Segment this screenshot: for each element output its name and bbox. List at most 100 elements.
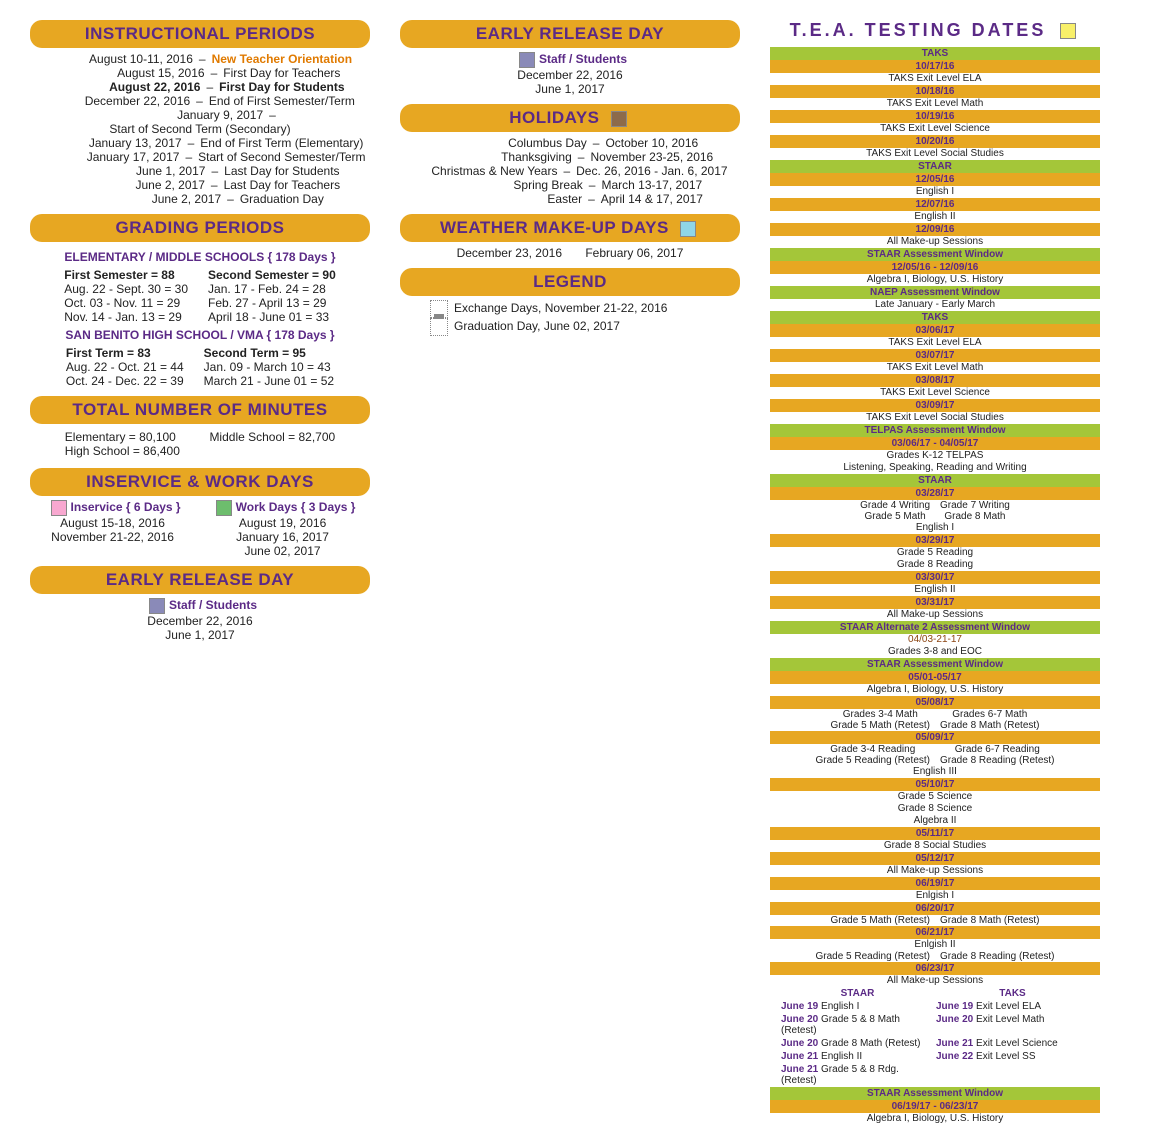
tea-detail: TAKS Exit Level ELA xyxy=(770,73,1100,85)
tea-detail: Grade 8 Reading xyxy=(770,559,1100,571)
tea-detail: English I xyxy=(770,186,1100,198)
tea-bar: STAAR Assessment Window xyxy=(770,658,1100,671)
tea-bottom-row: June 19 English IJune 19 Exit Level ELA xyxy=(780,1000,1090,1013)
instructional-row: January 17, 2017–Start of Second Semeste… xyxy=(30,150,370,164)
tea-bar: 10/19/16 xyxy=(770,110,1100,123)
inservice-block: Inservice { 6 Days } August 15-18, 2016 … xyxy=(30,500,370,558)
early-release-header-mid: EARLY RELEASE DAY xyxy=(400,20,740,48)
tea-detail: Late January - Early March xyxy=(770,299,1100,311)
legend-header: LEGEND xyxy=(400,268,740,296)
tea-bar: 03/07/17 xyxy=(770,349,1100,362)
tea-bar: 06/19/17 xyxy=(770,877,1100,890)
right-column: T.E.A. TESTING DATES TAKS10/17/16TAKS Ex… xyxy=(770,20,1100,1125)
tea-bottom-row: June 20 Grade 8 Math (Retest)June 21 Exi… xyxy=(780,1037,1090,1050)
tea-detail: Algebra I, Biology, U.S. History xyxy=(770,684,1100,696)
tea-bottom: STAAR TAKS June 19 English IJune 19 Exit… xyxy=(770,987,1100,1087)
tea-detail: Grade 8 Social Studies xyxy=(770,840,1100,852)
tea-detail: Grade 5 Reading xyxy=(770,547,1100,559)
grading-header: GRADING PERIODS xyxy=(30,214,370,242)
tea-bar: 03/06/17 xyxy=(770,324,1100,337)
tea-bar: 03/29/17 xyxy=(770,534,1100,547)
tea-detail: TAKS Exit Level Math xyxy=(770,98,1100,110)
tea-twocol: Grade 4 WritingGrade 5 MathGrade 7 Writi… xyxy=(770,500,1100,522)
tea-detail: TAKS Exit Level Social Studies xyxy=(770,148,1100,160)
tea-bar: STAAR xyxy=(770,160,1100,173)
instructional-row: December 22, 2016–End of First Semester/… xyxy=(30,94,370,108)
weather-swatch xyxy=(680,221,696,237)
holiday-row: Spring Break–March 13-17, 2017 xyxy=(400,178,740,192)
tea-detail: Algebra I, Biology, U.S. History xyxy=(770,274,1100,286)
tea-bar: 10/20/16 xyxy=(770,135,1100,148)
tea-bottom-row: June 21 Grade 5 & 8 Rdg. (Retest) xyxy=(780,1063,1090,1087)
holiday-swatch xyxy=(611,111,627,127)
tea-detail: Algebra II xyxy=(770,815,1100,827)
tea-detail: English I xyxy=(770,522,1100,534)
tea-detail: Enlgish I xyxy=(770,890,1100,902)
workday-swatch xyxy=(216,500,232,516)
tea-detail: Listening, Speaking, Reading and Writing xyxy=(770,462,1100,474)
tea-bar: TELPAS Assessment Window xyxy=(770,424,1100,437)
tea-bar: TAKS xyxy=(770,47,1100,60)
tea-bar: STAAR xyxy=(770,474,1100,487)
grading-elem-head: ELEMENTARY / MIDDLE SCHOOLS { 178 Days } xyxy=(30,246,370,268)
holidays-header: HOLIDAYS xyxy=(400,104,740,132)
tea-detail: Grades 3-8 and EOC xyxy=(770,646,1100,658)
tea-twocol: Grade 5 Reading (Retest)Grade 8 Reading … xyxy=(770,951,1100,962)
tea-list: TAKS10/17/16TAKS Exit Level ELA10/18/16T… xyxy=(770,47,1100,987)
weather-header: WEATHER MAKE-UP DAYS xyxy=(400,214,740,242)
tea-swatch xyxy=(1060,23,1076,39)
tea-bar: 05/11/17 xyxy=(770,827,1100,840)
instructional-row: August 10-11, 2016–New Teacher Orientati… xyxy=(30,52,370,66)
grading-elem-block: First Semester = 88 Aug. 22 - Sept. 30 =… xyxy=(30,268,370,324)
tea-bottom-row: June 21 English IIJune 22 Exit Level SS xyxy=(780,1050,1090,1063)
tea-bottom-row: June 20 Grade 5 & 8 Math (Retest)June 20… xyxy=(780,1013,1090,1037)
tea-bar: 05/09/17 xyxy=(770,731,1100,744)
tea-bar: 05/01-05/17 xyxy=(770,671,1100,684)
instructional-row: June 2, 2017–Graduation Day xyxy=(30,192,370,206)
instructional-row: June 2, 2017–Last Day for Teachers xyxy=(30,178,370,192)
tea-bar: 03/30/17 xyxy=(770,571,1100,584)
tea-detail: Enlgish II xyxy=(770,939,1100,951)
tea-bar: 06/21/17 xyxy=(770,926,1100,939)
minutes-header: TOTAL NUMBER OF MINUTES xyxy=(30,396,370,424)
left-column: INSTRUCTIONAL PERIODS August 10-11, 2016… xyxy=(30,20,370,1125)
tea-detail: TAKS Exit Level Science xyxy=(770,123,1100,135)
tea-detail: TAKS Exit Level Science xyxy=(770,387,1100,399)
tea-bar: 03/06/17 - 04/05/17 xyxy=(770,437,1100,450)
tea-twocol: Grades 3-4 MathGrade 5 Math (Retest)Grad… xyxy=(770,709,1100,731)
instructional-header: INSTRUCTIONAL PERIODS xyxy=(30,20,370,48)
grading-hs-head: SAN BENITO HIGH SCHOOL / VMA { 178 Days … xyxy=(30,324,370,346)
instructional-list: August 10-11, 2016–New Teacher Orientati… xyxy=(30,52,370,206)
tea-bar: 05/12/17 xyxy=(770,852,1100,865)
grading-hs-block: First Term = 83 Aug. 22 - Oct. 21 = 44 O… xyxy=(30,346,370,388)
tea-detail: All Make-up Sessions xyxy=(770,865,1100,877)
holiday-row: Christmas & New Years–Dec. 26, 2016 - Ja… xyxy=(400,164,740,178)
tea-detail: TAKS Exit Level Math xyxy=(770,362,1100,374)
tea-detail: English II xyxy=(770,584,1100,596)
instructional-row: January 13, 2017–End of First Term (Elem… xyxy=(30,136,370,150)
holiday-row: Columbus Day–October 10, 2016 xyxy=(400,136,740,150)
instructional-row: August 22, 2016–First Day for Students xyxy=(30,80,370,94)
staff-swatch xyxy=(149,598,165,614)
holiday-row: Easter–April 14 & 17, 2017 xyxy=(400,192,740,206)
tea-bar: 12/07/16 xyxy=(770,198,1100,211)
tea-bar: 05/10/17 xyxy=(770,778,1100,791)
tea-detail: English III xyxy=(770,766,1100,778)
tea-bar: 12/09/16 xyxy=(770,223,1100,236)
tea-detail: Grades K-12 TELPAS xyxy=(770,450,1100,462)
tea-twocol: Grade 5 Math (Retest)Grade 8 Math (Retes… xyxy=(770,915,1100,926)
tea-twocol: Grade 3-4 ReadingGrade 5 Reading (Retest… xyxy=(770,744,1100,766)
tea-detail: All Make-up Sessions xyxy=(770,975,1100,987)
mid-column: EARLY RELEASE DAY Staff / Students Decem… xyxy=(400,20,740,1125)
tea-detail: All Make-up Sessions xyxy=(770,236,1100,248)
holiday-row: Thanksgiving–November 23-25, 2016 xyxy=(400,150,740,164)
holidays-list: Columbus Day–October 10, 2016Thanksgivin… xyxy=(400,136,740,206)
tea-detail: 04/03-21-17 xyxy=(770,634,1100,646)
graduation-icon xyxy=(430,318,448,336)
tea-header: T.E.A. TESTING DATES xyxy=(770,20,1100,41)
tea-bar: 03/08/17 xyxy=(770,374,1100,387)
tea-bar: 10/17/16 xyxy=(770,60,1100,73)
tea-bar: 03/09/17 xyxy=(770,399,1100,412)
tea-detail: Grade 8 Science xyxy=(770,803,1100,815)
tea-bar: 05/08/17 xyxy=(770,696,1100,709)
